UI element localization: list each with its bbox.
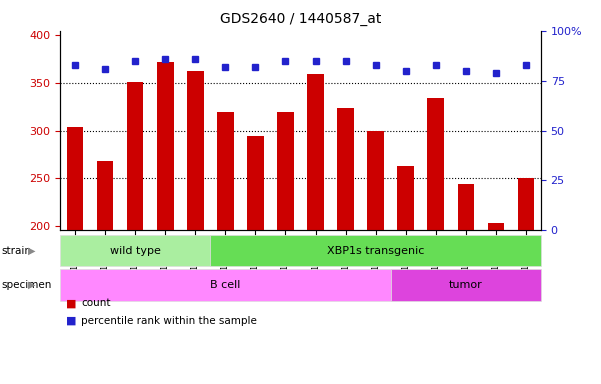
Bar bbox=[127, 82, 144, 384]
Text: GDS2640 / 1440587_at: GDS2640 / 1440587_at bbox=[220, 12, 381, 25]
Text: strain: strain bbox=[1, 245, 31, 256]
Bar bbox=[487, 223, 504, 384]
Bar bbox=[391, 270, 541, 301]
Bar bbox=[187, 71, 204, 384]
Bar bbox=[157, 62, 174, 384]
Text: tumor: tumor bbox=[449, 280, 483, 290]
Bar bbox=[97, 161, 114, 384]
Text: ▶: ▶ bbox=[28, 245, 35, 256]
Text: ■: ■ bbox=[66, 316, 76, 326]
Bar bbox=[277, 111, 294, 384]
Bar bbox=[60, 235, 210, 266]
Text: ■: ■ bbox=[66, 298, 76, 308]
Text: specimen: specimen bbox=[1, 280, 52, 290]
Text: count: count bbox=[81, 298, 111, 308]
Bar bbox=[517, 178, 534, 384]
Bar bbox=[307, 74, 324, 384]
Text: percentile rank within the sample: percentile rank within the sample bbox=[81, 316, 257, 326]
Bar bbox=[397, 166, 414, 384]
Text: B cell: B cell bbox=[210, 280, 240, 290]
Bar bbox=[67, 127, 84, 384]
Bar bbox=[60, 270, 391, 301]
Text: wild type: wild type bbox=[110, 245, 160, 256]
Text: XBP1s transgenic: XBP1s transgenic bbox=[327, 245, 424, 256]
Bar bbox=[427, 98, 444, 384]
Bar bbox=[217, 113, 234, 384]
Text: ▶: ▶ bbox=[28, 280, 35, 290]
Bar bbox=[337, 108, 354, 384]
Bar bbox=[210, 235, 541, 266]
Bar bbox=[247, 136, 264, 384]
Bar bbox=[367, 131, 384, 384]
Bar bbox=[457, 184, 474, 384]
